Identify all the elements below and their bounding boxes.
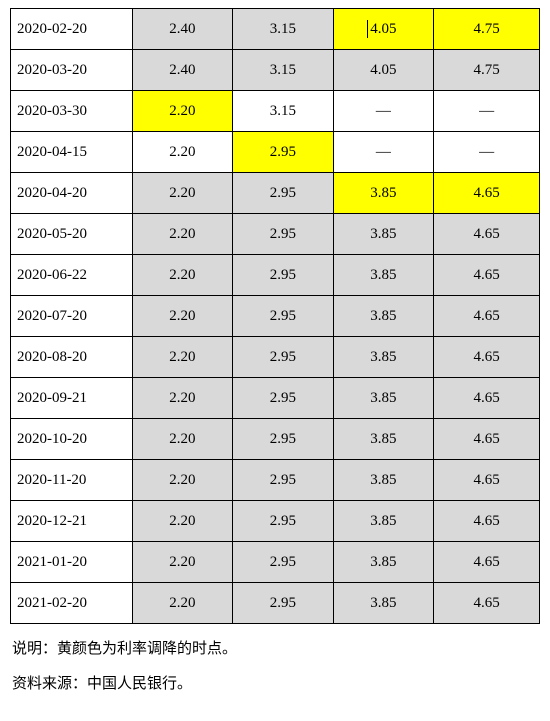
value-cell: 2.40 <box>132 50 233 91</box>
value-cell: 3.85 <box>333 214 434 255</box>
value-cell: 3.85 <box>333 501 434 542</box>
date-cell: 2020-12-21 <box>11 501 133 542</box>
rate-table-body: 2020-02-202.403.154.054.752020-03-202.40… <box>11 9 540 624</box>
value-cell: — <box>434 132 540 173</box>
table-row: 2020-04-202.202.953.854.65 <box>11 173 540 214</box>
rate-table: 2020-02-202.403.154.054.752020-03-202.40… <box>10 8 540 624</box>
value-cell: 4.75 <box>434 50 540 91</box>
value-cell: 2.95 <box>233 296 334 337</box>
value-cell: 3.85 <box>333 173 434 214</box>
date-cell: 2020-02-20 <box>11 9 133 50</box>
value-cell: 4.05 <box>333 9 434 50</box>
value-cell: 2.40 <box>132 9 233 50</box>
value-cell: 3.15 <box>233 91 334 132</box>
value-cell: — <box>333 132 434 173</box>
table-row: 2020-10-202.202.953.854.65 <box>11 419 540 460</box>
table-row: 2020-08-202.202.953.854.65 <box>11 337 540 378</box>
table-row: 2021-01-202.202.953.854.65 <box>11 542 540 583</box>
date-cell: 2021-01-20 <box>11 542 133 583</box>
date-cell: 2021-02-20 <box>11 583 133 624</box>
value-cell: 4.65 <box>434 419 540 460</box>
footnote-explanation: 说明：黄颜色为利率调降的时点。 <box>12 632 540 667</box>
value-cell: 2.95 <box>233 583 334 624</box>
value-cell: 3.85 <box>333 460 434 501</box>
date-cell: 2020-09-21 <box>11 378 133 419</box>
table-row: 2020-04-152.202.95—— <box>11 132 540 173</box>
footnote-source: 资料来源：中国人民银行。 <box>12 667 540 702</box>
date-cell: 2020-03-30 <box>11 91 133 132</box>
table-row: 2020-09-212.202.953.854.65 <box>11 378 540 419</box>
value-cell: 2.95 <box>233 337 334 378</box>
value-cell: 2.20 <box>132 378 233 419</box>
value-cell: 4.65 <box>434 296 540 337</box>
value-cell: 3.85 <box>333 583 434 624</box>
value-cell: 2.95 <box>233 542 334 583</box>
value-cell: 2.95 <box>233 460 334 501</box>
value-cell: 3.85 <box>333 255 434 296</box>
value-cell: 3.85 <box>333 542 434 583</box>
value-cell: 4.75 <box>434 9 540 50</box>
date-cell: 2020-06-22 <box>11 255 133 296</box>
value-cell: 2.20 <box>132 255 233 296</box>
value-cell: 4.65 <box>434 214 540 255</box>
value-cell: 2.20 <box>132 583 233 624</box>
value-cell: 2.20 <box>132 132 233 173</box>
table-row: 2020-11-202.202.953.854.65 <box>11 460 540 501</box>
date-cell: 2020-05-20 <box>11 214 133 255</box>
value-cell: 3.85 <box>333 337 434 378</box>
table-row: 2020-03-202.403.154.054.75 <box>11 50 540 91</box>
date-cell: 2020-04-20 <box>11 173 133 214</box>
value-cell: 4.65 <box>434 460 540 501</box>
value-cell: 2.95 <box>233 419 334 460</box>
value-cell: 4.65 <box>434 173 540 214</box>
value-cell: 2.20 <box>132 501 233 542</box>
value-cell: 2.95 <box>233 173 334 214</box>
value-cell: 2.20 <box>132 419 233 460</box>
value-cell: 2.95 <box>233 132 334 173</box>
date-cell: 2020-03-20 <box>11 50 133 91</box>
date-cell: 2020-07-20 <box>11 296 133 337</box>
value-cell: 4.65 <box>434 583 540 624</box>
value-cell: 2.95 <box>233 378 334 419</box>
table-row: 2020-07-202.202.953.854.65 <box>11 296 540 337</box>
date-cell: 2020-11-20 <box>11 460 133 501</box>
value-cell: 2.95 <box>233 214 334 255</box>
value-cell: 2.20 <box>132 91 233 132</box>
value-cell: 4.65 <box>434 501 540 542</box>
value-cell: 4.65 <box>434 255 540 296</box>
table-row: 2020-03-302.203.15—— <box>11 91 540 132</box>
value-cell: 2.95 <box>233 501 334 542</box>
value-cell: 2.20 <box>132 296 233 337</box>
value-cell: 3.85 <box>333 296 434 337</box>
value-cell: 4.65 <box>434 378 540 419</box>
value-cell: 3.85 <box>333 419 434 460</box>
value-cell: 2.95 <box>233 255 334 296</box>
table-row: 2020-12-212.202.953.854.65 <box>11 501 540 542</box>
table-row: 2020-02-202.403.154.054.75 <box>11 9 540 50</box>
value-cell: 2.20 <box>132 542 233 583</box>
value-cell: — <box>434 91 540 132</box>
value-cell: 4.65 <box>434 542 540 583</box>
date-cell: 2020-08-20 <box>11 337 133 378</box>
value-cell: 2.20 <box>132 337 233 378</box>
value-cell: 2.20 <box>132 214 233 255</box>
value-cell: 2.20 <box>132 460 233 501</box>
value-cell: 3.85 <box>333 378 434 419</box>
value-cell: 2.20 <box>132 173 233 214</box>
value-cell: 3.15 <box>233 9 334 50</box>
table-row: 2020-06-222.202.953.854.65 <box>11 255 540 296</box>
value-cell: 4.65 <box>434 337 540 378</box>
value-cell: — <box>333 91 434 132</box>
date-cell: 2020-10-20 <box>11 419 133 460</box>
table-row: 2020-05-202.202.953.854.65 <box>11 214 540 255</box>
date-cell: 2020-04-15 <box>11 132 133 173</box>
table-row: 2021-02-202.202.953.854.65 <box>11 583 540 624</box>
value-cell: 3.15 <box>233 50 334 91</box>
value-cell: 4.05 <box>333 50 434 91</box>
footnotes: 说明：黄颜色为利率调降的时点。 资料来源：中国人民银行。 <box>10 632 540 701</box>
